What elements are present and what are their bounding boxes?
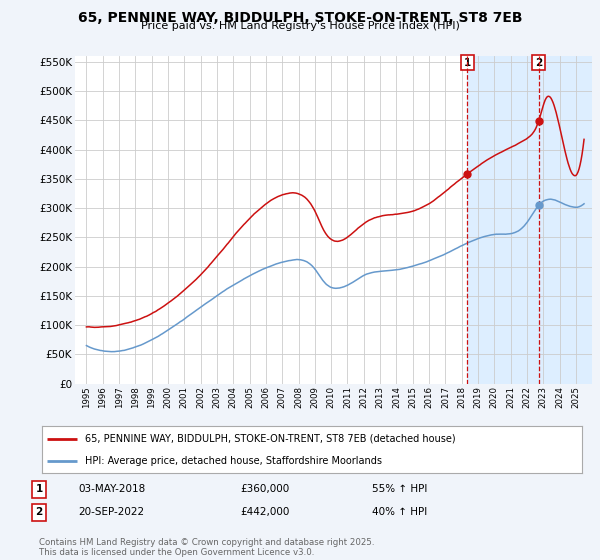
Text: HPI: Average price, detached house, Staffordshire Moorlands: HPI: Average price, detached house, Staf… <box>85 456 382 466</box>
Text: 20-SEP-2022: 20-SEP-2022 <box>78 507 144 517</box>
Text: 40% ↑ HPI: 40% ↑ HPI <box>372 507 427 517</box>
Text: 1: 1 <box>464 58 471 68</box>
Text: 2: 2 <box>35 507 43 517</box>
Text: 65, PENNINE WAY, BIDDULPH, STOKE-ON-TRENT, ST8 7EB (detached house): 65, PENNINE WAY, BIDDULPH, STOKE-ON-TREN… <box>85 434 456 444</box>
Text: 1: 1 <box>35 484 43 494</box>
Bar <box>467 56 592 384</box>
Text: Price paid vs. HM Land Registry's House Price Index (HPI): Price paid vs. HM Land Registry's House … <box>140 21 460 31</box>
Text: Contains HM Land Registry data © Crown copyright and database right 2025.
This d: Contains HM Land Registry data © Crown c… <box>39 538 374 557</box>
Text: 55% ↑ HPI: 55% ↑ HPI <box>372 484 427 494</box>
Text: 03-MAY-2018: 03-MAY-2018 <box>78 484 145 494</box>
Text: 65, PENNINE WAY, BIDDULPH, STOKE-ON-TRENT, ST8 7EB: 65, PENNINE WAY, BIDDULPH, STOKE-ON-TREN… <box>78 11 522 25</box>
Text: £360,000: £360,000 <box>240 484 289 494</box>
Text: 2: 2 <box>535 58 542 68</box>
Text: £442,000: £442,000 <box>240 507 289 517</box>
